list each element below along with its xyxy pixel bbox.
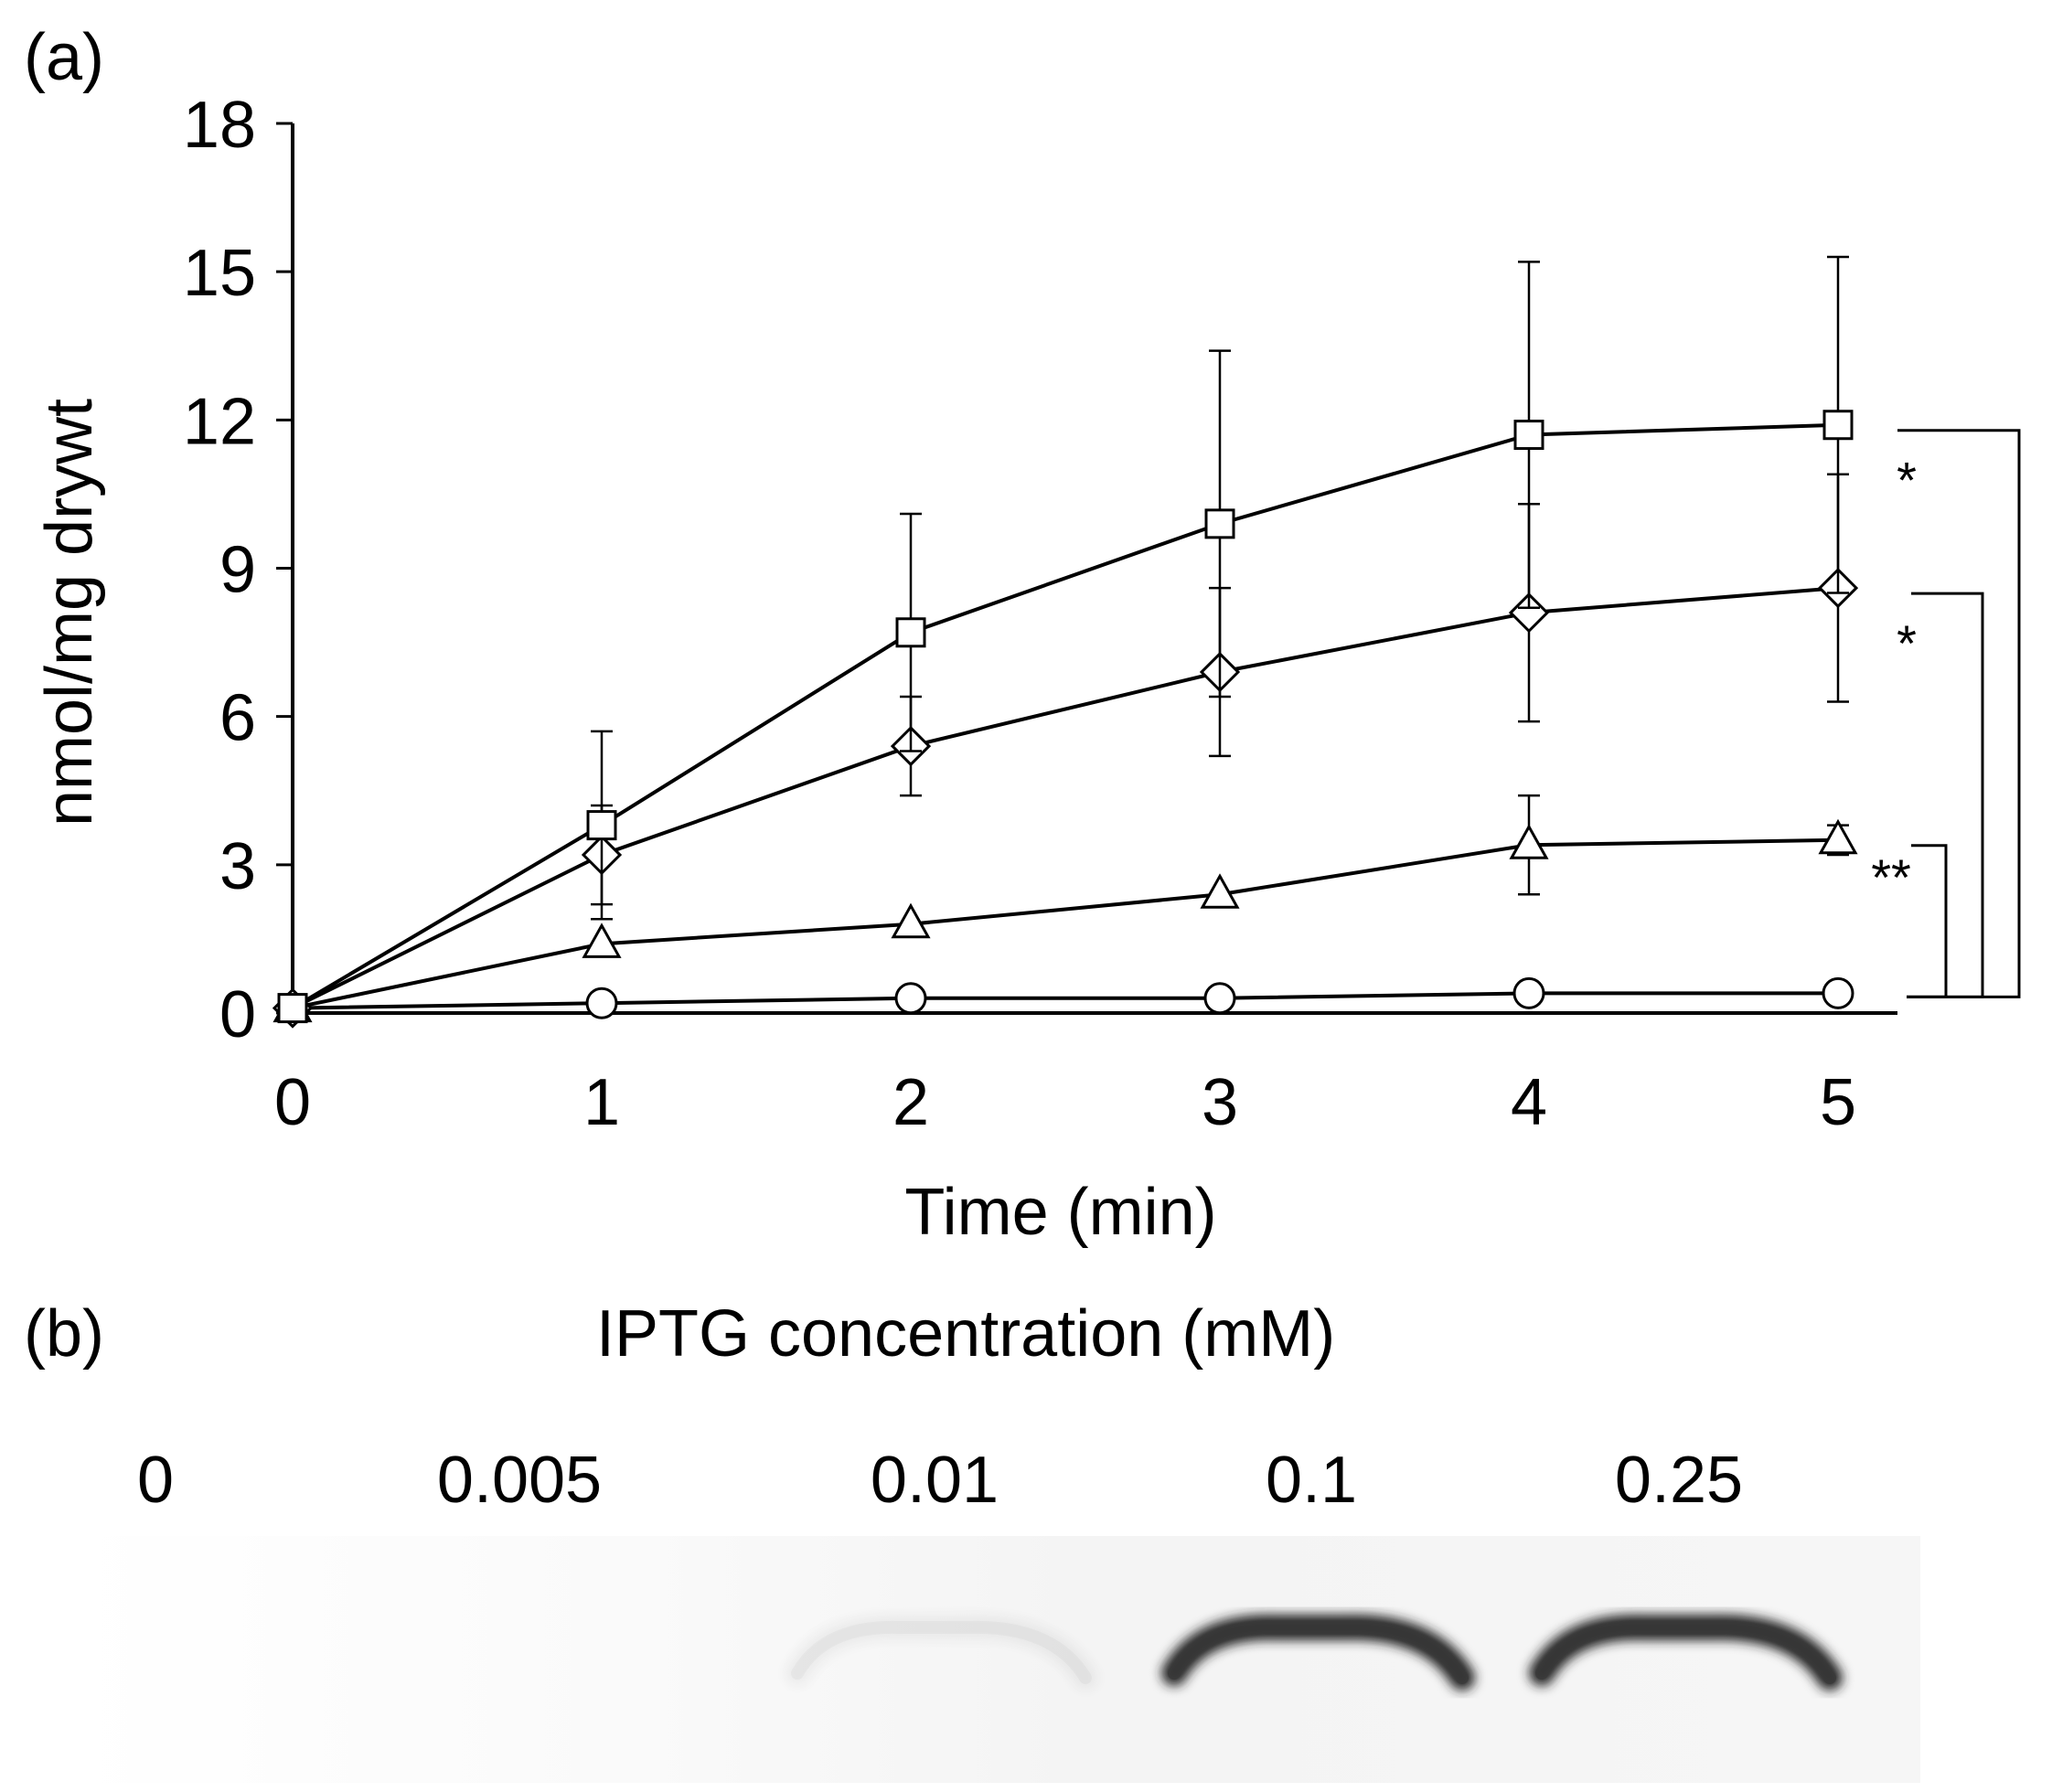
significance-bracket: [1907, 844, 1948, 998]
iptg-title: IPTG concentration (mM): [596, 1297, 1336, 1371]
y-tick-label: 18: [183, 89, 256, 162]
data-point-circle: [1512, 976, 1545, 1009]
data-point-square: [586, 810, 617, 841]
data-point-triangle: [582, 923, 622, 958]
protein-band-core: [1535, 1620, 1836, 1684]
y-tick-label: 12: [183, 385, 256, 458]
y-tick-label: 6: [219, 682, 256, 755]
series-diamond: [272, 473, 1859, 1029]
data-point-diamond: [1508, 592, 1550, 634]
lane-label: 0: [136, 1444, 175, 1517]
protein-band-core: [791, 1620, 1092, 1684]
data-point-circle: [1203, 982, 1236, 1015]
x-tick-label: 2: [892, 1066, 929, 1139]
series-square: [277, 255, 1854, 1024]
series-line-circle: [292, 991, 1838, 1010]
lane-label: 0.01: [870, 1444, 999, 1517]
data-point-square: [1204, 508, 1235, 539]
panel-a-label: (a): [24, 21, 104, 94]
significance-label: *: [1897, 452, 1917, 509]
significance-label: *: [1897, 614, 1917, 672]
x-tick-label: 5: [1820, 1066, 1856, 1139]
x-tick-label: 4: [1511, 1066, 1547, 1139]
x-ticks: 0 1 2 3 4 5: [274, 1066, 1856, 1139]
data-point-circle: [1822, 976, 1854, 1009]
data-point-square: [1822, 410, 1854, 441]
data-point-triangle: [1200, 873, 1240, 909]
protein-band: [785, 1614, 1098, 1691]
blot-bands: [785, 1614, 1843, 1691]
data-point-square: [1513, 420, 1544, 451]
series-triangle: [273, 794, 1858, 1023]
data-point-triangle: [1509, 824, 1549, 859]
significance-brackets: ****: [1871, 429, 2021, 998]
y-tick-label: 0: [219, 978, 256, 1051]
y-tick-label: 9: [219, 534, 256, 607]
y-axis-label: nmol/mg drywt: [33, 399, 106, 827]
lane-label: 0.25: [1614, 1444, 1744, 1517]
western-blot-image: [73, 1536, 1920, 1783]
panel-b-label: (b): [24, 1297, 104, 1371]
significance-label: **: [1871, 848, 1911, 906]
y-tick-label: 15: [183, 237, 256, 310]
data-point-triangle: [891, 902, 931, 939]
protein-band-core: [1168, 1620, 1469, 1684]
y-tick-label: 3: [219, 830, 256, 903]
data-point-triangle: [1818, 818, 1858, 855]
data-point-circle: [894, 982, 927, 1015]
series-circle: [276, 976, 1854, 1025]
chart-series: [272, 255, 1859, 1029]
series-line-square: [291, 422, 1839, 1010]
lane-label: 0.005: [436, 1444, 603, 1517]
y-ticks: 0 3 6 9 12 15 18: [183, 89, 293, 1051]
series-line-triangle: [292, 837, 1839, 1010]
series-line-diamond: [292, 586, 1839, 1010]
blot-background: [73, 1536, 1920, 1783]
x-axis-label: Time (min): [904, 1176, 1216, 1249]
x-tick-label: 3: [1202, 1066, 1238, 1139]
lane-label: 0.1: [1265, 1444, 1358, 1517]
x-tick-label: 1: [583, 1066, 620, 1139]
data-point-square: [895, 617, 926, 648]
significance-bracket: [1897, 429, 2021, 998]
data-point-circle: [585, 987, 618, 1019]
x-tick-label: 0: [274, 1066, 311, 1139]
data-point-square: [277, 993, 308, 1024]
